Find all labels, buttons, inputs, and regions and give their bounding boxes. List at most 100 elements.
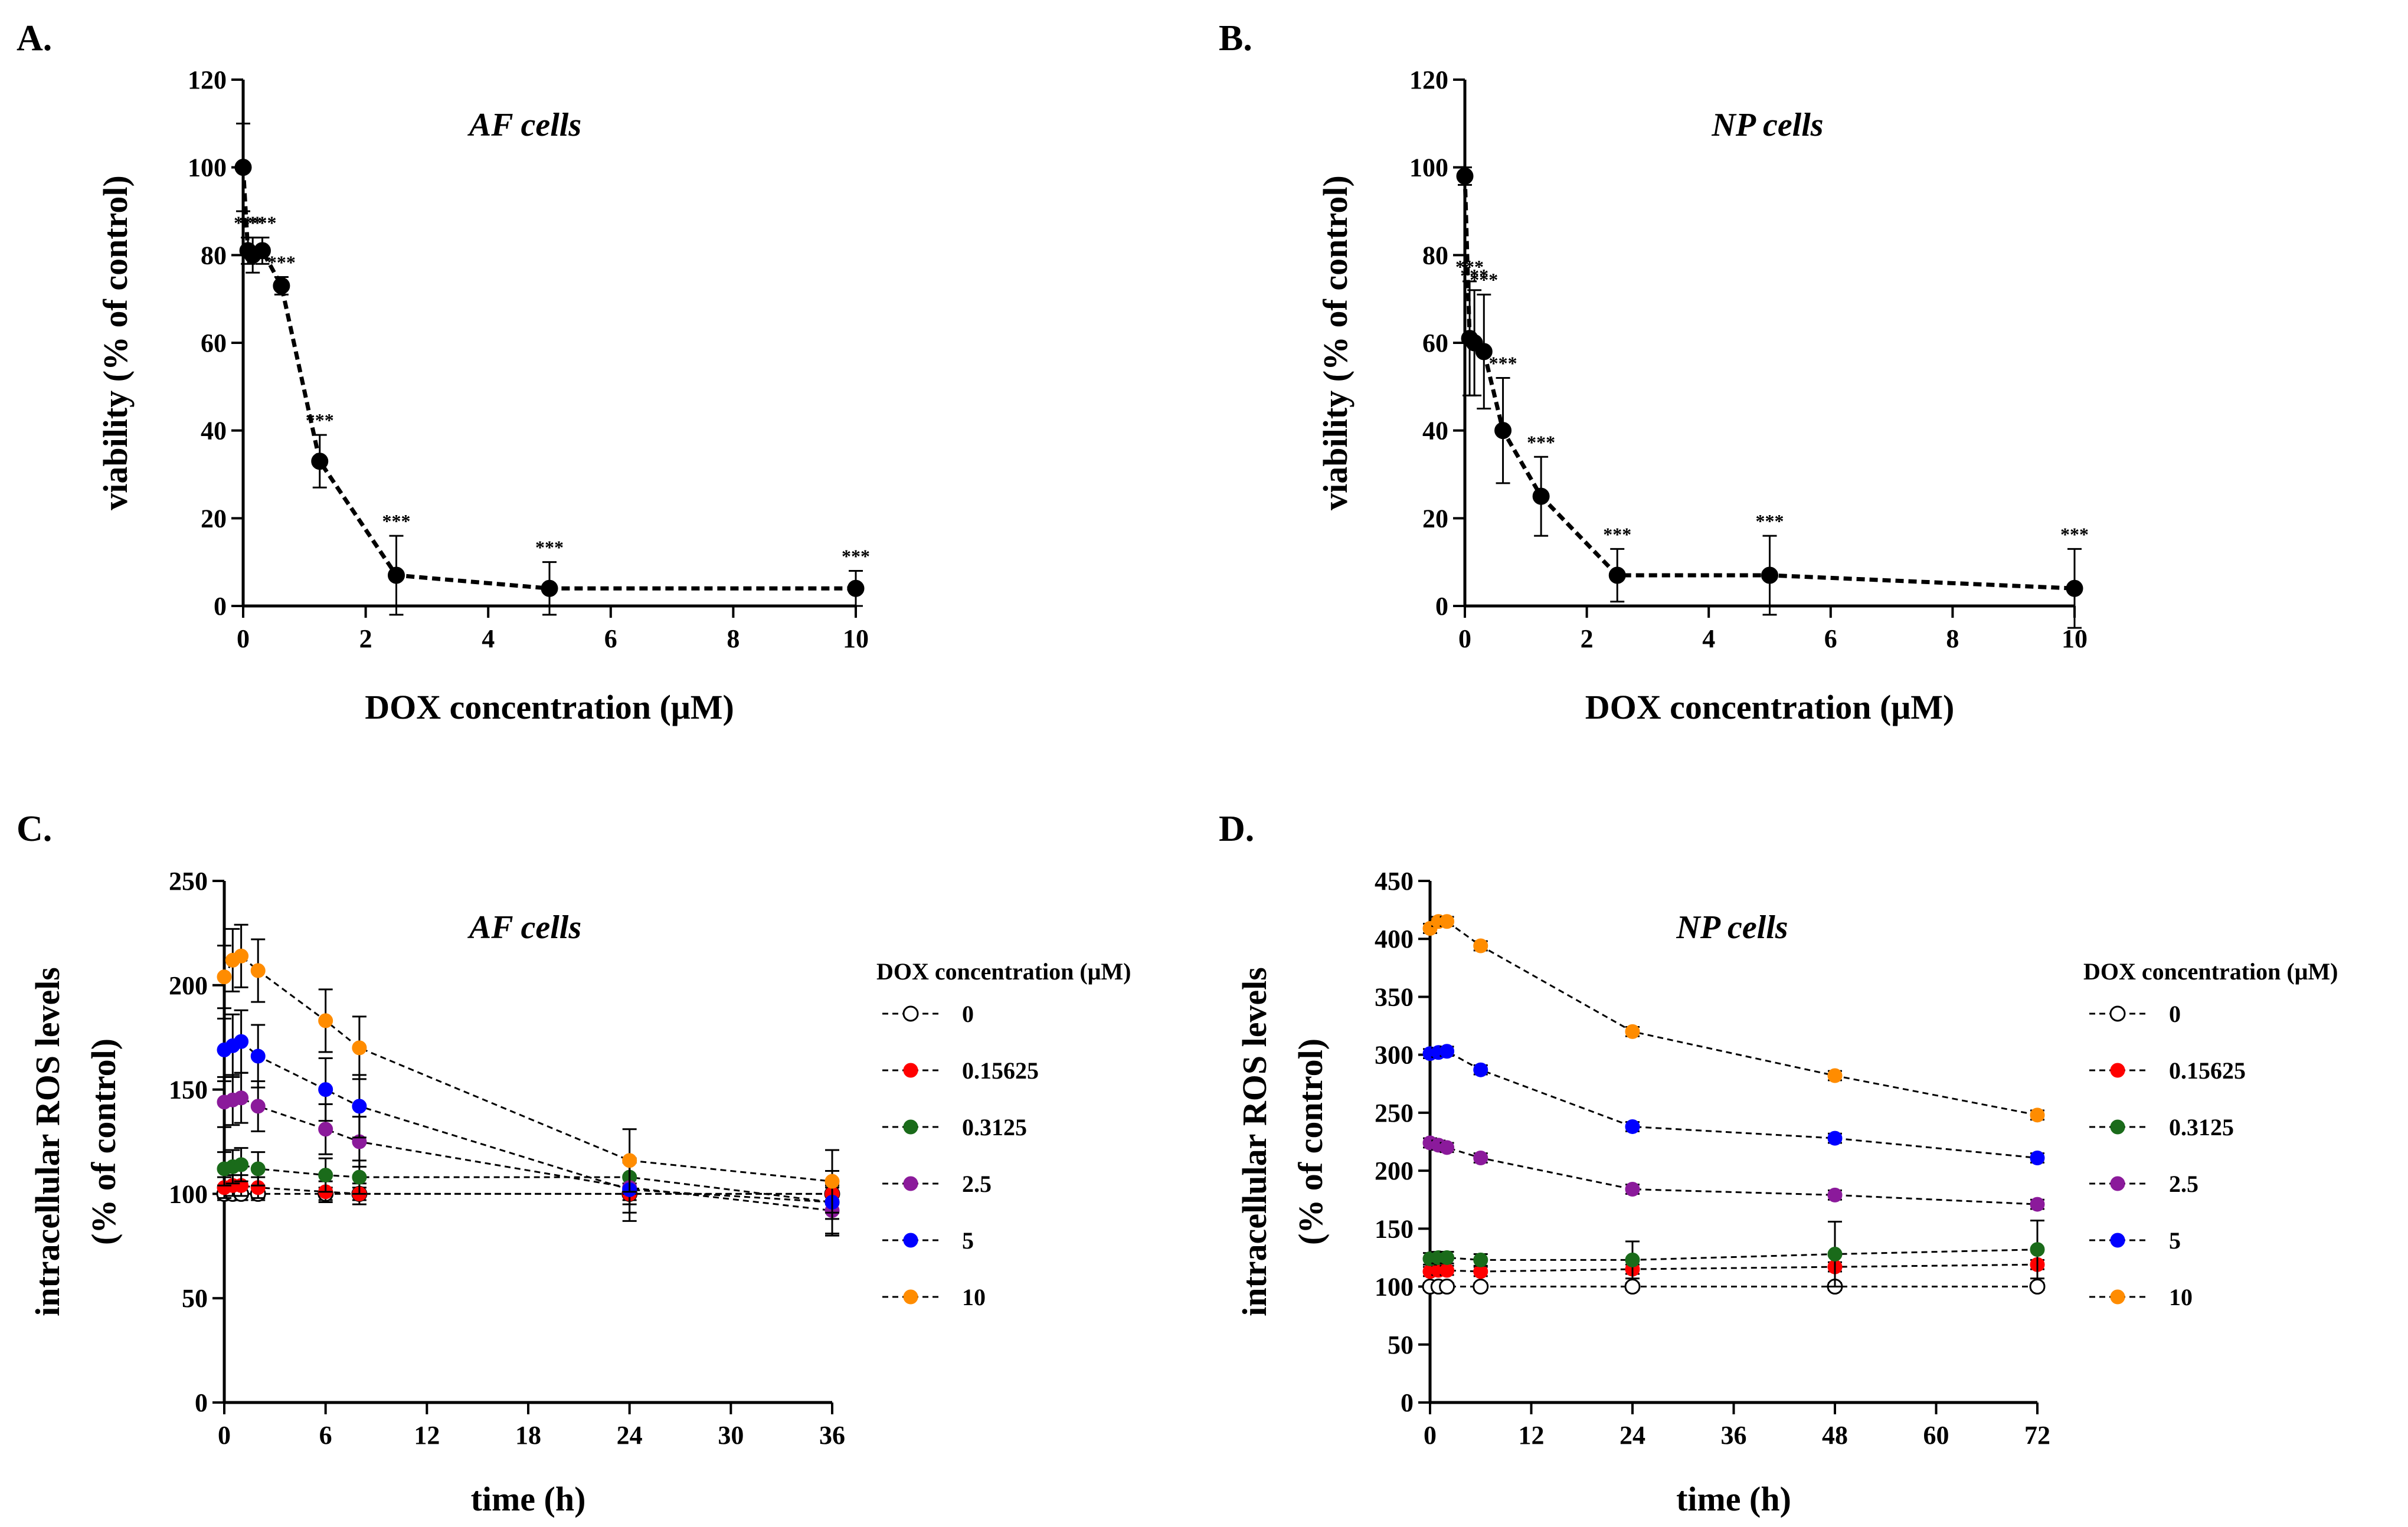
y-tick-label: 60 xyxy=(1422,329,1448,358)
x-tick-label: 30 xyxy=(718,1421,744,1450)
data-point xyxy=(2030,1242,2045,1257)
panel-label: D. xyxy=(1219,809,1254,849)
significance-label: *** xyxy=(306,409,334,431)
legend-marker xyxy=(903,1063,918,1078)
data-point xyxy=(1473,1151,1488,1166)
data-point xyxy=(273,277,290,294)
data-point xyxy=(2066,579,2083,597)
y-tick-label: 100 xyxy=(188,153,227,182)
data-point xyxy=(2030,1197,2045,1212)
panel-a: A. 0 20 40 60 80 100 120 0 2 4 6 8 10 DOX concentratio… xyxy=(17,18,870,726)
series-2-5 xyxy=(1422,1135,2045,1212)
panel-label: A. xyxy=(17,18,52,58)
x-tick-label: 0 xyxy=(1424,1421,1437,1450)
y-tick-label: 150 xyxy=(169,1076,208,1105)
x-tick-label: 8 xyxy=(1946,624,1959,653)
legend-marker xyxy=(2110,1233,2125,1248)
y-tick-label: 80 xyxy=(1422,241,1448,270)
data-point xyxy=(1532,487,1550,505)
data-point xyxy=(1473,938,1488,953)
data-point xyxy=(847,579,865,597)
significance-label: *** xyxy=(234,212,262,234)
y-tick-label: 250 xyxy=(1375,1099,1414,1128)
y-tick-label: 350 xyxy=(1375,982,1414,1011)
significance-label: *** xyxy=(1470,269,1498,290)
data-point xyxy=(352,1099,367,1114)
series-line xyxy=(224,1184,832,1195)
data-point xyxy=(1439,1140,1455,1155)
data-point xyxy=(234,159,252,176)
data-point xyxy=(1625,1252,1640,1267)
data-point xyxy=(318,1082,333,1097)
legend-label: 0.3125 xyxy=(2169,1114,2234,1141)
data-point xyxy=(1473,1279,1489,1295)
series-line xyxy=(1429,1263,2038,1273)
x-tick-label: 0 xyxy=(218,1421,231,1450)
legend: DOX concentration (μM) 0 0.15625 0.3125 2.5 5… xyxy=(2083,958,2338,1310)
data-point xyxy=(318,1168,333,1183)
significance-label: *** xyxy=(1756,510,1784,532)
significance-label: *** xyxy=(382,510,411,532)
data-point xyxy=(217,969,232,985)
data-point xyxy=(388,566,405,584)
legend-marker xyxy=(2110,1063,2125,1078)
data-point xyxy=(352,1040,367,1056)
data-point xyxy=(1827,1068,1843,1083)
x-tick-label: 72 xyxy=(2024,1421,2050,1450)
y-tick-label: 20 xyxy=(201,504,227,533)
panel-b: B. 0 20 40 60 80 100 120 0 2 4 6 8 10 DOX concentratio… xyxy=(1219,18,2089,726)
series-line xyxy=(1429,1142,2038,1205)
legend-title: DOX concentration (μM) xyxy=(2083,958,2338,985)
x-tick-label: 48 xyxy=(1822,1421,1848,1450)
x-axis-label: time (h) xyxy=(471,1480,586,1518)
y-axis-label: intracellular ROS levels xyxy=(28,967,67,1316)
data-point xyxy=(1624,1279,1641,1295)
data-point xyxy=(1827,1130,1843,1146)
data-point xyxy=(541,579,558,597)
series-viability: ************************ xyxy=(1455,166,2089,629)
legend-label: 0 xyxy=(962,1001,974,1027)
y-tick-label: 150 xyxy=(1375,1214,1414,1243)
y-tick-label: 50 xyxy=(182,1284,208,1313)
data-point xyxy=(318,1013,333,1028)
legend-title: DOX concentration (μM) xyxy=(876,958,1131,985)
data-point xyxy=(2029,1279,2046,1295)
x-tick-label: 4 xyxy=(1702,624,1715,653)
series-line xyxy=(224,1040,833,1204)
data-point xyxy=(1625,1024,1640,1039)
y-tick-label: 20 xyxy=(1422,504,1448,533)
data-point xyxy=(1439,1250,1455,1265)
x-axis-label: time (h) xyxy=(1676,1480,1791,1518)
data-point xyxy=(234,1034,249,1049)
data-point xyxy=(1439,1263,1455,1278)
x-tick-label: 8 xyxy=(727,624,740,653)
x-tick-label: 2 xyxy=(359,624,372,653)
legend-marker xyxy=(2110,1176,2125,1191)
data-point xyxy=(234,948,249,964)
legend-label: 5 xyxy=(962,1227,974,1254)
data-point xyxy=(250,1099,266,1114)
data-point xyxy=(1439,1279,1455,1295)
x-tick-label: 18 xyxy=(515,1421,541,1450)
chart-title: NP cells xyxy=(1711,107,1823,143)
significance-label: *** xyxy=(535,537,564,558)
series-line xyxy=(1429,1249,2038,1261)
data-point xyxy=(234,1090,249,1106)
y-tick-label: 100 xyxy=(169,1179,208,1208)
y-tick-label: 60 xyxy=(201,329,227,358)
legend-label: 10 xyxy=(2169,1284,2193,1310)
y-axis-label: viability (% of control) xyxy=(96,175,135,510)
y-axis-label: intracellular ROS levels xyxy=(1235,967,1274,1316)
x-tick-label: 6 xyxy=(604,624,617,653)
data-point xyxy=(1827,1187,1843,1202)
series-10 xyxy=(217,923,840,1214)
x-axis-label: DOX concentration (μM) xyxy=(365,688,734,726)
data-point xyxy=(250,1161,266,1177)
significance-label: *** xyxy=(1527,431,1555,453)
significance-label: *** xyxy=(248,212,276,234)
y-tick-label: 0 xyxy=(195,1388,208,1417)
legend-label: 0 xyxy=(2169,1001,2181,1027)
data-point xyxy=(1625,1182,1640,1197)
